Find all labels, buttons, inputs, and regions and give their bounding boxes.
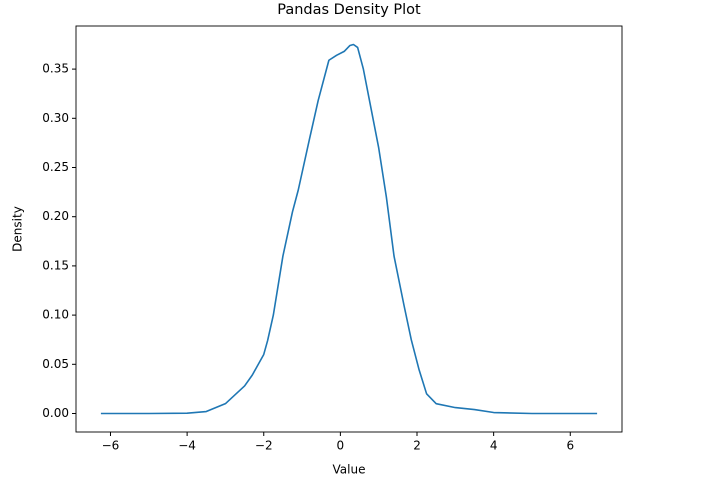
x-tick-label: −2: [255, 439, 273, 453]
x-axis-label: Value: [333, 463, 366, 477]
plot-frame: [75, 25, 623, 433]
x-tick-label: 2: [413, 439, 421, 453]
y-tick-label: 0.25: [42, 160, 69, 174]
x-tick-label: −4: [178, 439, 196, 453]
y-axis-label: Density: [11, 206, 25, 252]
y-tick-label: 0.20: [42, 209, 69, 223]
y-tick-label: 0.10: [42, 308, 69, 322]
y-tick-label: 0.15: [42, 258, 69, 272]
y-tick-label: 0.00: [42, 406, 69, 420]
y-tick-label: 0.35: [42, 62, 69, 76]
x-tick-label: 4: [490, 439, 498, 453]
x-tick-label: −6: [102, 439, 120, 453]
chart-title: Pandas Density Plot: [277, 2, 421, 18]
y-tick-label: 0.30: [42, 111, 69, 125]
y-tick-label: 0.05: [42, 357, 69, 371]
x-tick-label: 0: [337, 439, 345, 453]
x-tick-label: 6: [566, 439, 574, 453]
density-line: [100, 43, 598, 415]
